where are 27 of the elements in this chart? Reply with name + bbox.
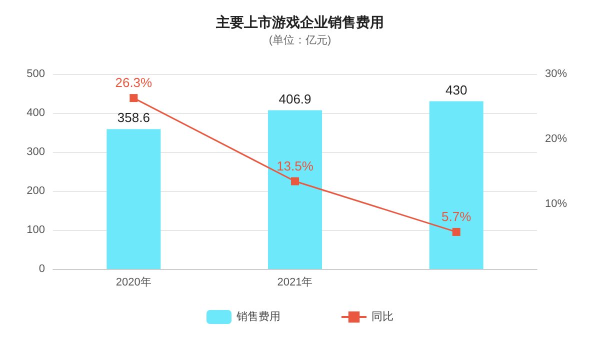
data-label: 5.7% — [442, 208, 472, 224]
y2-tick-label: 30% — [545, 68, 568, 80]
data-label: 358.6 — [117, 110, 150, 126]
x-tick-label: 2021年 — [277, 276, 313, 288]
point — [291, 177, 299, 186]
y-tick-label: 500 — [26, 68, 45, 80]
legend-label: 同比 — [372, 310, 394, 323]
y-tick-label: 100 — [26, 224, 45, 236]
y-tick-label: 0 — [38, 263, 45, 275]
y2-tick-label: 20% — [545, 133, 568, 145]
data-label: 406.9 — [278, 91, 312, 106]
y2-tick-label: 10% — [545, 198, 568, 210]
y-tick-label: 400 — [26, 107, 45, 119]
y-tick-label: 300 — [26, 146, 45, 158]
chart-subtitle: (单位：亿元) — [268, 34, 332, 46]
chart-title: 主要上市游戏企业销售费用 — [215, 14, 384, 30]
point — [130, 94, 138, 102]
bar — [429, 101, 484, 269]
legend-label: 销售费用 — [236, 310, 280, 323]
data-label: 26.3% — [115, 75, 153, 90]
bar — [106, 129, 161, 269]
data-label: 430 — [445, 82, 468, 98]
point — [452, 228, 460, 236]
y-tick-label: 200 — [26, 185, 45, 197]
x-tick-label: 2020年 — [116, 276, 152, 288]
bar — [268, 110, 322, 269]
data-label: 13.5% — [276, 158, 314, 174]
